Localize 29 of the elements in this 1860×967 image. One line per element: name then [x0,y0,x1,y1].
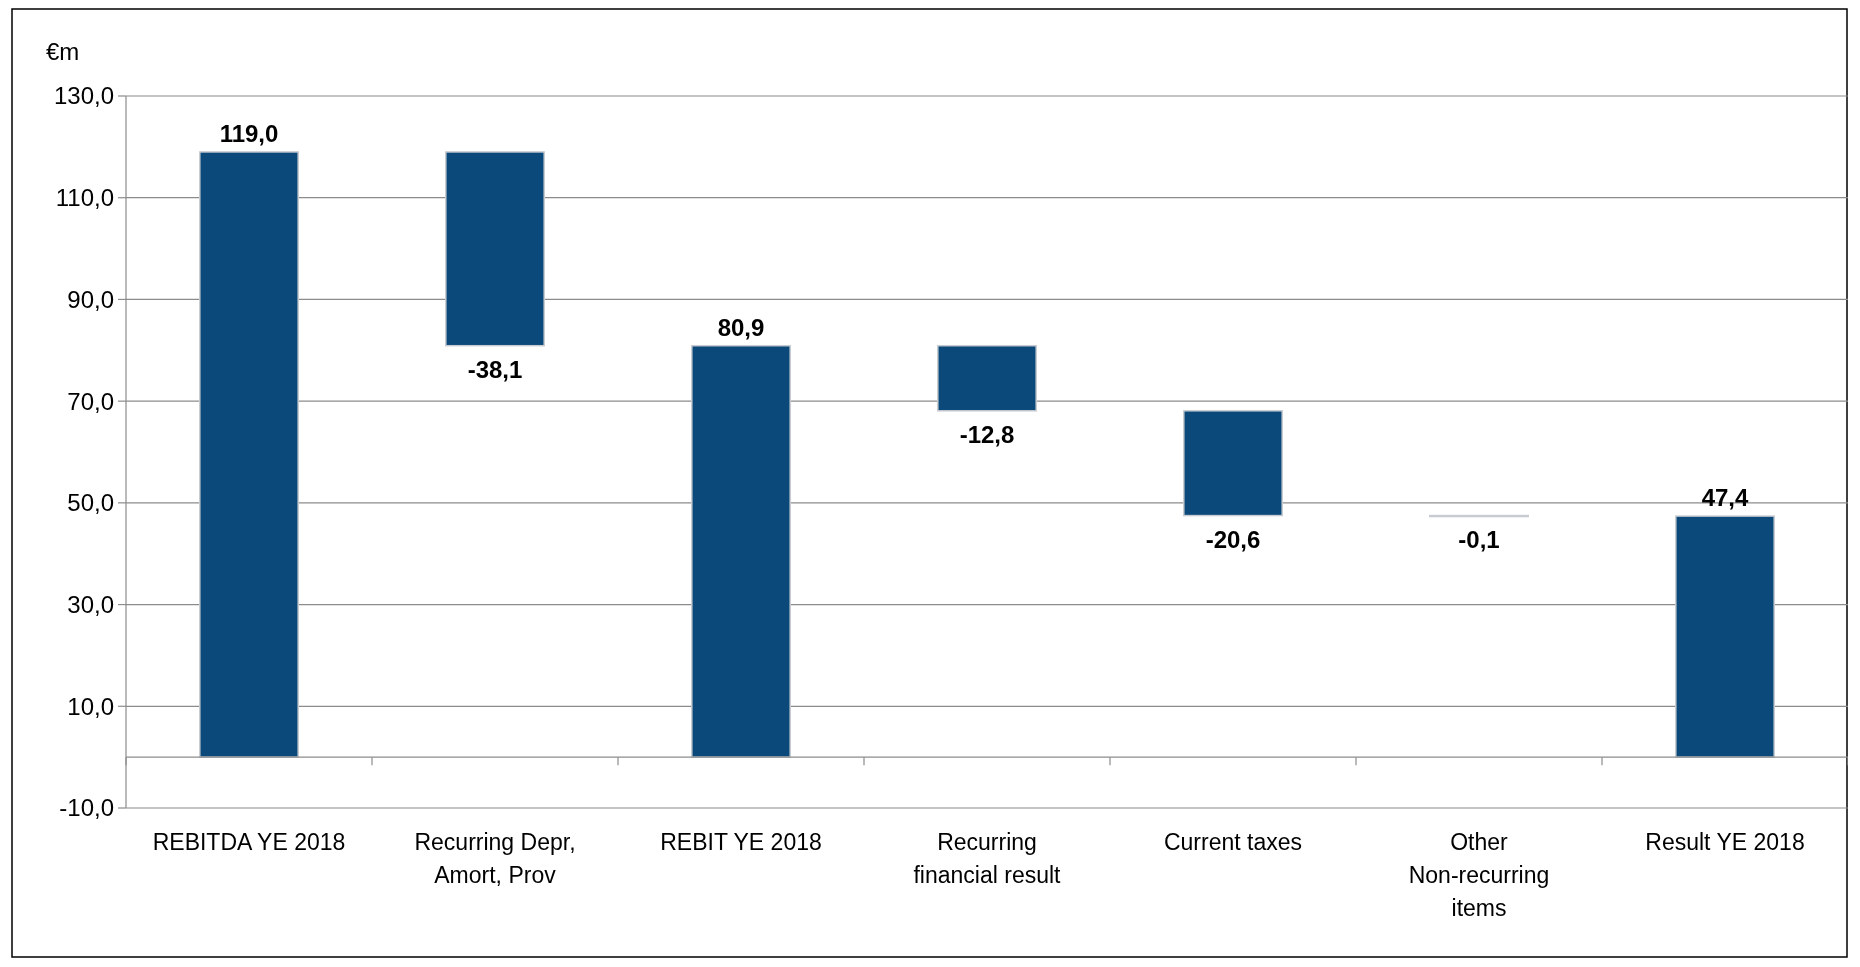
y-tick-label: 110,0 [55,184,114,212]
data-label: -38,1 [467,355,523,383]
y-tick-label: 70,0 [67,387,114,415]
data-label: -12,8 [959,420,1015,448]
x-tick-label: Recurring Depr, Amort, Prov [414,829,576,888]
bar [445,151,545,347]
x-tick-label: Current taxes [1163,829,1303,855]
x-tick-label: Recurring financial result [913,829,1062,888]
x-tick-label: Other Non-recurring items [1408,829,1550,921]
x-tick-label: REBITDA YE 2018 [152,829,346,855]
data-label: -0,1 [1458,526,1500,554]
bar [1183,410,1283,517]
bar [691,344,791,758]
y-tick-label: -10,0 [59,794,114,822]
y-tick-label: 50,0 [67,489,114,517]
y-tick-label: 30,0 [67,590,114,618]
data-label: 119,0 [219,119,279,147]
bar [1675,515,1775,758]
x-tick-label: REBIT YE 2018 [660,829,822,855]
y-axis-title: €m [46,38,80,65]
data-label: 80,9 [717,313,765,341]
y-tick-label: 10,0 [67,692,114,720]
bar [199,151,299,758]
bar [937,344,1037,412]
data-label: 47,4 [1701,484,1749,512]
data-label: -20,6 [1205,525,1261,553]
y-tick-label: 90,0 [67,285,114,313]
x-tick-label: Result YE 2018 [1645,829,1805,855]
y-tick-label: 130,0 [53,82,114,110]
